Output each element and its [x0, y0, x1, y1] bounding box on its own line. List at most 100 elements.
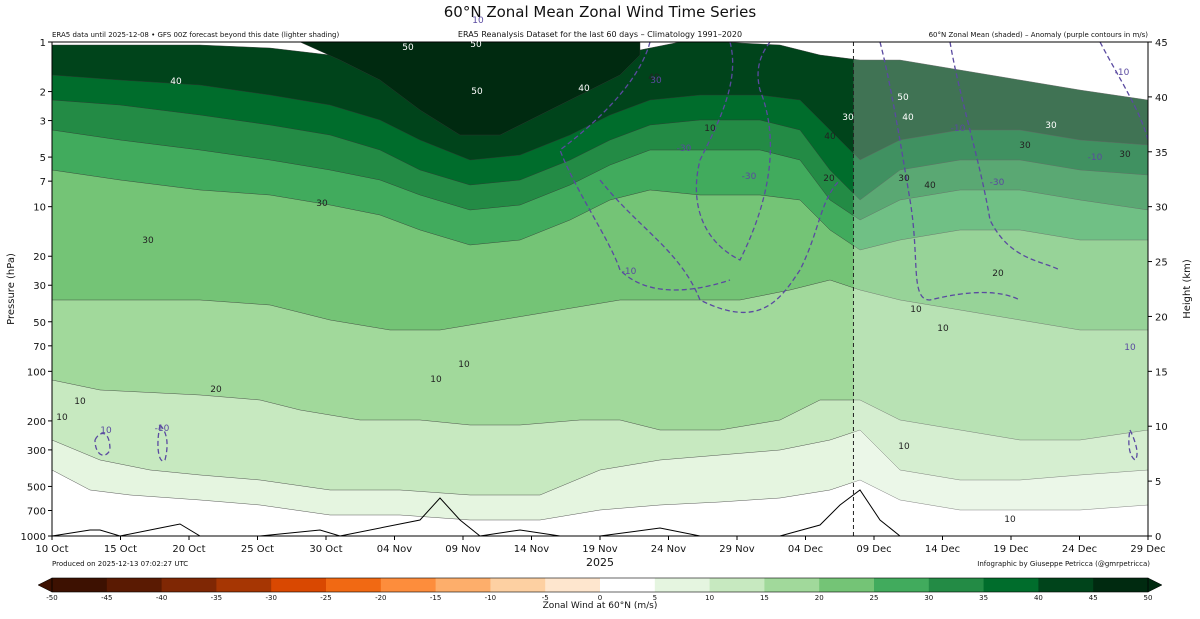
wind-contour-label: 30 [316, 199, 328, 209]
y-right-tick-label: 25 [1155, 258, 1168, 269]
dataset-subtitle: ERA5 Reanalysis Dataset for the last 60 … [457, 30, 743, 39]
wind-contour-label: 30 [898, 174, 910, 184]
x-tick-label: 29 Dec [1130, 544, 1165, 555]
zero-wind-contour [52, 489, 1148, 536]
wind-contour-label: 50 [402, 43, 414, 53]
wind-contour-label: 30 [1019, 141, 1031, 151]
x-tick-label: 14 Dec [925, 544, 960, 555]
anomaly-contour-label: -30 [742, 172, 757, 182]
wind-contour-label: 40 [824, 132, 836, 142]
colorbar-segment [106, 578, 163, 592]
y-right-tick-label: 15 [1155, 367, 1168, 378]
y-left-tick-label: 1000 [21, 532, 46, 543]
colorbar-segment [983, 578, 1039, 592]
wind-contour-label: 10 [898, 442, 910, 452]
colorbar-segment [216, 578, 272, 592]
wind-contour-label: 40 [578, 84, 590, 94]
data-source-note: ERA5 data until 2025-12-08 • GFS 00Z for… [52, 31, 340, 39]
y-right-tick-label: 45 [1155, 38, 1168, 49]
x-tick-label: 14 Nov [514, 544, 550, 555]
y-right-tick-label: 35 [1155, 148, 1168, 159]
colorbar-tick-label: -30 [265, 594, 276, 602]
x-tick-label: 20 Oct [172, 544, 205, 555]
anomaly-contour-label: -10 [1115, 68, 1130, 78]
anomaly-contour-label: -10 [622, 267, 637, 277]
wind-contour-label: 10 [458, 360, 470, 370]
colorbar-segment [1093, 578, 1149, 592]
colorbar-tick-label: -40 [156, 594, 167, 602]
colorbar-tick-label: 15 [760, 594, 769, 602]
colorbar-segment [161, 578, 217, 592]
colorbar-segment [600, 578, 656, 592]
x-tick-label: 30 Oct [309, 544, 342, 555]
x-tick-label: 24 Nov [651, 544, 687, 555]
wind-field-plot [52, 42, 1148, 536]
colorbar-tick-label: 20 [815, 594, 824, 602]
wind-contour-label: 10 [74, 397, 86, 407]
y-left-tick-label: 200 [27, 417, 46, 428]
y-left-tick-label: 3 [40, 117, 46, 128]
colorbar-min-arrow [37, 577, 53, 593]
y-right-axis-title: Height (km) [1182, 259, 1193, 319]
colorbar-tick-label: -10 [485, 594, 496, 602]
x-tick-label: 24 Dec [1062, 544, 1097, 555]
anomaly-contour-7 [157, 424, 168, 462]
y-right-tick-label: 10 [1155, 422, 1168, 433]
x-tick-label: 09 Nov [445, 544, 481, 555]
wind-contour-label: 30 [142, 236, 154, 246]
y-left-tick-label: 700 [27, 506, 46, 517]
y-right-tick-label: 30 [1155, 203, 1168, 214]
x-tick-label: 19 Nov [582, 544, 618, 555]
colorbar-tick-label: -20 [375, 594, 386, 602]
colorbar-tick-label: 35 [979, 594, 988, 602]
wind-contour-label: 40 [170, 77, 182, 87]
wind-contour-label: 10 [430, 375, 442, 385]
x-tick-label: 04 Nov [377, 544, 413, 555]
legend-note: 60°N Zonal Mean (shaded) – Anomaly (purp… [928, 31, 1148, 39]
wind-contour-label: 50 [471, 87, 483, 97]
anomaly-contour-1 [695, 42, 772, 261]
anomaly-contour-3 [879, 42, 1021, 301]
wind-contour-label: 50 [897, 93, 909, 103]
colorbar-max-arrow [1147, 577, 1163, 593]
colorbar-tick-label: -35 [211, 594, 222, 602]
anomaly-contour-8 [1128, 429, 1138, 461]
anomaly-contour-label: -30 [677, 144, 692, 154]
forecast-shading [853, 42, 1148, 536]
colorbar-segment [380, 578, 437, 592]
anomaly-contour-label: -10 [155, 424, 170, 434]
colorbar-segment [709, 578, 765, 592]
y-left-tick-label: 300 [27, 446, 46, 457]
y-left-axis-title: Pressure (hPa) [6, 253, 17, 325]
x-tick-label: 09 Dec [856, 544, 891, 555]
x-tick-label: 04 Dec [788, 544, 823, 555]
y-left-tick-label: 30 [33, 281, 46, 292]
x-axis-year: 2025 [586, 556, 614, 569]
anomaly-contour-label: 10 [100, 426, 112, 436]
y-left-tick-label: 7 [40, 177, 46, 188]
colorbar-tick-label: 5 [653, 594, 657, 602]
y-right-tick-label: 0 [1155, 532, 1161, 543]
anomaly-contour-5 [1099, 42, 1148, 141]
wind-contour-label: 10 [1004, 515, 1016, 525]
colorbar-segment [874, 578, 930, 592]
colorbar-label: Zonal Wind at 60°N (m/s) [542, 601, 658, 611]
colorbar-tick-label: 45 [1089, 594, 1098, 602]
anomaly-contour-2 [599, 179, 841, 313]
y-right-tick-label: 20 [1155, 312, 1168, 323]
y-left-tick-label: 50 [33, 318, 46, 329]
colorbar-segment [52, 578, 108, 592]
colorbar-tick-label: 40 [1034, 594, 1043, 602]
wind-contour-label: 30 [1045, 121, 1057, 131]
colorbar-tick-label: -5 [542, 594, 549, 602]
axes: 10 Oct 15 Oct 20 Oct 25 Oct 30 Oct 04 Nov 09 N… [6, 38, 1193, 555]
y-right-tick-label: 5 [1155, 477, 1161, 488]
colorbar-tick-label: 50 [1144, 594, 1153, 602]
colorbar-tick-label: -45 [101, 594, 112, 602]
wind-contour-label: 10 [56, 413, 68, 423]
anomaly-contour-label: 10 [1124, 343, 1136, 353]
wind-contour-label: 50 [470, 40, 482, 50]
wind-contour-label: 20 [210, 385, 222, 395]
colorbar-tick-label: 30 [924, 594, 933, 602]
